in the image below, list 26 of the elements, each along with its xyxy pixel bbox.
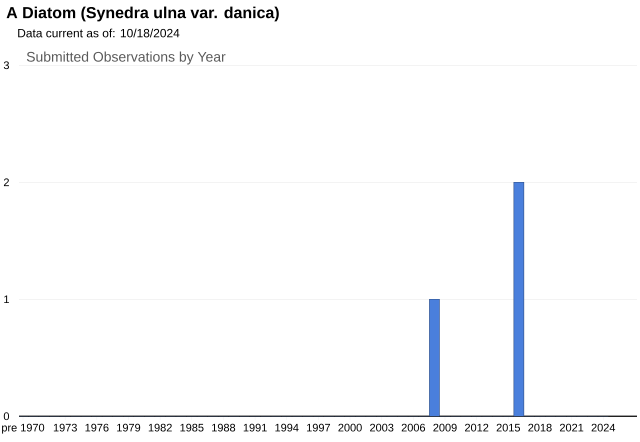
x-tick-label: 1994 xyxy=(275,424,299,432)
x-tick-label: 2012 xyxy=(465,424,488,432)
x-tick-label: 1982 xyxy=(148,424,172,432)
y-tick-label: 3 xyxy=(4,61,9,70)
x-tick-label: 2018 xyxy=(528,424,552,432)
chart-subtitle: Data current as of: 10/18/2024 xyxy=(18,28,180,38)
x-tick-label: 1973 xyxy=(54,424,77,432)
x-tick-label: 1979 xyxy=(117,424,140,432)
x-tick-label: 2009 xyxy=(433,424,457,432)
x-tick-label: 1985 xyxy=(180,424,204,432)
y-tick-label: 1 xyxy=(4,295,9,304)
y-tick-label: 2 xyxy=(4,178,9,186)
text: Submitted Observations by Year xyxy=(26,51,226,64)
x-tick-label: 2000 xyxy=(338,424,362,432)
x-tick-label: 2024 xyxy=(592,424,616,432)
x-tick-label: 2015 xyxy=(496,424,520,432)
x-tick-label: 1976 xyxy=(85,424,109,432)
x-tick-label: 2003 xyxy=(370,424,394,432)
chart-title: A Diatom (Synedra ulna var. danica) xyxy=(6,6,279,22)
x-tick-label: 1991 xyxy=(244,424,267,432)
x-tick-label: 2021 xyxy=(560,424,584,432)
x-tick-label: 1997 xyxy=(307,424,330,432)
y-tick-label: 0 xyxy=(4,412,10,420)
x-tick-label: 1988 xyxy=(212,424,236,432)
x-tick-label: 2006 xyxy=(402,424,426,432)
x-tick-label: pre 1970 xyxy=(2,424,44,434)
